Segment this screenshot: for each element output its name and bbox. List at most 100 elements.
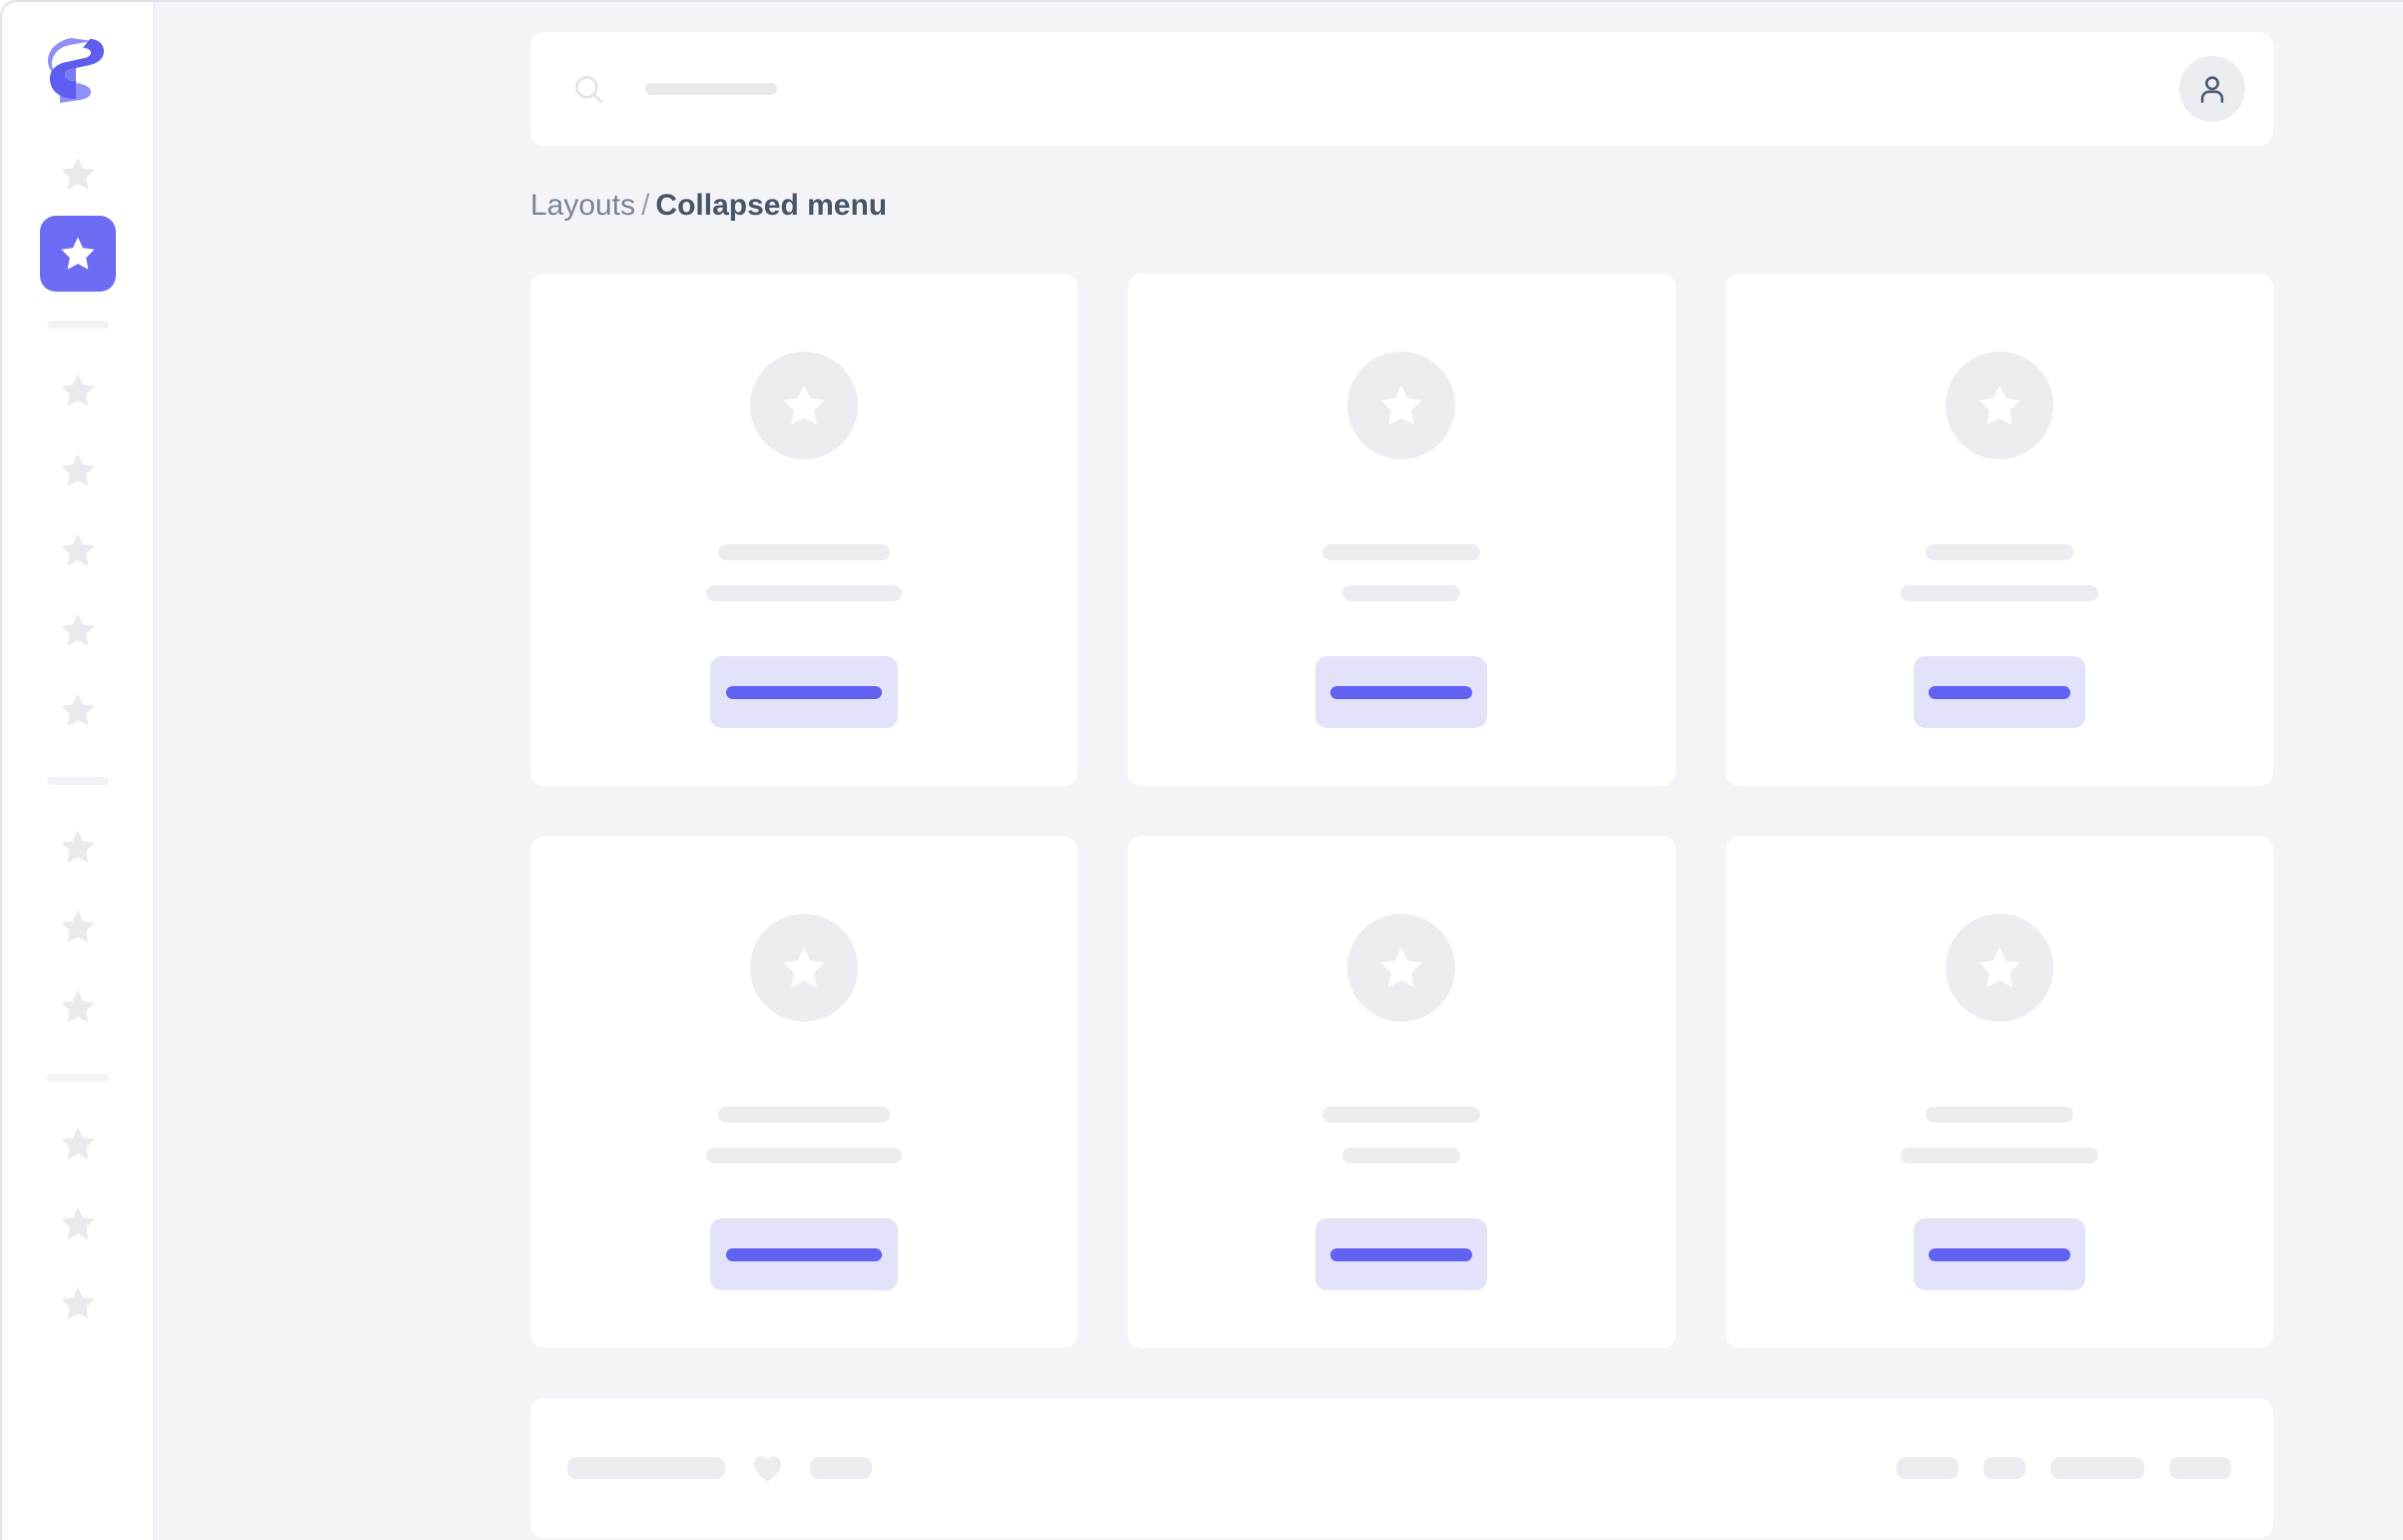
footer-label-skeleton bbox=[567, 1457, 725, 1479]
sidebar-item-11[interactable] bbox=[40, 1106, 116, 1181]
sidebar-item-3[interactable] bbox=[40, 353, 116, 428]
card-action-button[interactable] bbox=[1913, 656, 2085, 728]
card-title-skeleton bbox=[718, 544, 891, 560]
card-action-button[interactable] bbox=[1315, 656, 1488, 728]
card-action-label-skeleton bbox=[1330, 685, 1473, 699]
star-icon bbox=[60, 990, 95, 1023]
footer-tag-1[interactable] bbox=[1897, 1457, 1959, 1479]
sidebar-group-3 bbox=[2, 809, 153, 1049]
card-1[interactable] bbox=[530, 274, 1079, 786]
star-icon bbox=[60, 613, 95, 646]
card-action-label-skeleton bbox=[726, 1247, 883, 1261]
sidebar-item-10[interactable] bbox=[40, 969, 116, 1045]
sidebar-divider-1 bbox=[46, 321, 109, 329]
search-icon bbox=[575, 75, 603, 103]
sidebar-item-6[interactable] bbox=[40, 592, 116, 668]
card-action-label-skeleton bbox=[726, 685, 883, 699]
star-icon bbox=[60, 693, 95, 726]
star-icon bbox=[60, 910, 95, 943]
card-grid bbox=[530, 274, 2273, 1348]
star-icon bbox=[60, 157, 95, 190]
star-icon bbox=[60, 830, 95, 863]
card-avatar bbox=[1945, 914, 2053, 1022]
card-action-label-skeleton bbox=[1928, 1247, 2070, 1261]
sidebar-item-4[interactable] bbox=[40, 432, 116, 508]
main-content: Layouts / Collapsed menu bbox=[155, 2, 2403, 1540]
card-avatar bbox=[1347, 914, 1456, 1022]
card-action-button[interactable] bbox=[710, 1218, 899, 1290]
sidebar-item-5[interactable] bbox=[40, 512, 116, 588]
card-action-label-skeleton bbox=[1928, 685, 2070, 699]
card-title-skeleton bbox=[1925, 544, 2073, 560]
breadcrumb-root[interactable]: Layouts bbox=[530, 189, 636, 222]
breadcrumb-current: Collapsed menu bbox=[655, 189, 888, 222]
card-5[interactable] bbox=[1128, 836, 1676, 1348]
card-action-button[interactable] bbox=[710, 656, 899, 728]
star-icon bbox=[1979, 385, 2020, 425]
card-6[interactable] bbox=[1725, 836, 2273, 1348]
footer-bar bbox=[530, 1398, 2273, 1538]
card-subtitle-skeleton bbox=[1342, 1148, 1461, 1163]
card-subtitle-skeleton bbox=[1900, 1148, 2098, 1163]
card-title-skeleton bbox=[1925, 1107, 2073, 1123]
sidebar-item-12[interactable] bbox=[40, 1185, 116, 1261]
footer-tag-4[interactable] bbox=[2169, 1457, 2231, 1479]
footer-tag-2[interactable] bbox=[1984, 1457, 2025, 1479]
star-icon bbox=[60, 1206, 95, 1239]
collapsed-sidebar bbox=[2, 2, 155, 1540]
footer-tag-3[interactable] bbox=[2050, 1457, 2144, 1479]
user-avatar-button[interactable] bbox=[2179, 56, 2245, 122]
star-icon bbox=[1380, 385, 1423, 425]
search-input-placeholder[interactable] bbox=[645, 83, 777, 95]
breadcrumb: Layouts / Collapsed menu bbox=[530, 191, 2273, 221]
star-icon bbox=[783, 947, 825, 988]
sidebar-divider-3 bbox=[46, 1074, 109, 1082]
card-action-label-skeleton bbox=[1330, 1247, 1473, 1261]
footer-right-group bbox=[1897, 1457, 2231, 1479]
sidebar-group-4 bbox=[2, 1106, 153, 1345]
card-avatar bbox=[1347, 352, 1456, 459]
heart-icon[interactable] bbox=[751, 1453, 784, 1483]
star-icon bbox=[1979, 947, 2020, 988]
search-field[interactable] bbox=[572, 73, 2179, 106]
card-action-button[interactable] bbox=[1315, 1218, 1488, 1290]
sidebar-item-9[interactable] bbox=[40, 889, 116, 965]
card-avatar bbox=[1945, 352, 2053, 459]
sidebar-item-7[interactable] bbox=[40, 672, 116, 748]
footer-left-group bbox=[567, 1453, 872, 1483]
star-icon bbox=[1380, 947, 1423, 988]
sidebar-item-2-active[interactable] bbox=[39, 216, 116, 292]
card-subtitle-skeleton bbox=[706, 1148, 903, 1163]
sidebar-group-2 bbox=[2, 353, 153, 752]
card-action-button[interactable] bbox=[1913, 1218, 2085, 1290]
card-avatar bbox=[750, 352, 859, 459]
card-subtitle-skeleton bbox=[706, 585, 903, 601]
sidebar-item-1[interactable] bbox=[40, 136, 116, 212]
star-icon bbox=[60, 453, 95, 486]
sidebar-divider-2 bbox=[46, 777, 109, 785]
sidebar-item-13[interactable] bbox=[40, 1265, 116, 1341]
user-icon bbox=[2200, 76, 2224, 104]
card-2[interactable] bbox=[1128, 274, 1676, 786]
s-logo-icon bbox=[47, 38, 104, 103]
card-3[interactable] bbox=[1725, 274, 2273, 786]
card-avatar bbox=[750, 914, 859, 1022]
star-icon bbox=[60, 374, 95, 406]
card-subtitle-skeleton bbox=[1900, 585, 2098, 601]
breadcrumb-separator: / bbox=[641, 189, 650, 222]
card-title-skeleton bbox=[718, 1107, 891, 1123]
sidebar-group-1 bbox=[2, 136, 153, 296]
star-icon bbox=[60, 533, 95, 566]
star-icon bbox=[60, 1286, 95, 1319]
star-icon bbox=[60, 1127, 95, 1159]
card-title-skeleton bbox=[1322, 1107, 1481, 1123]
sidebar-item-8[interactable] bbox=[40, 809, 116, 885]
card-subtitle-skeleton bbox=[1342, 585, 1461, 601]
card-4[interactable] bbox=[530, 836, 1079, 1348]
card-title-skeleton bbox=[1322, 544, 1481, 560]
star-icon bbox=[60, 237, 95, 270]
star-icon bbox=[783, 385, 825, 425]
top-bar bbox=[530, 32, 2273, 146]
app-logo[interactable] bbox=[39, 32, 117, 110]
